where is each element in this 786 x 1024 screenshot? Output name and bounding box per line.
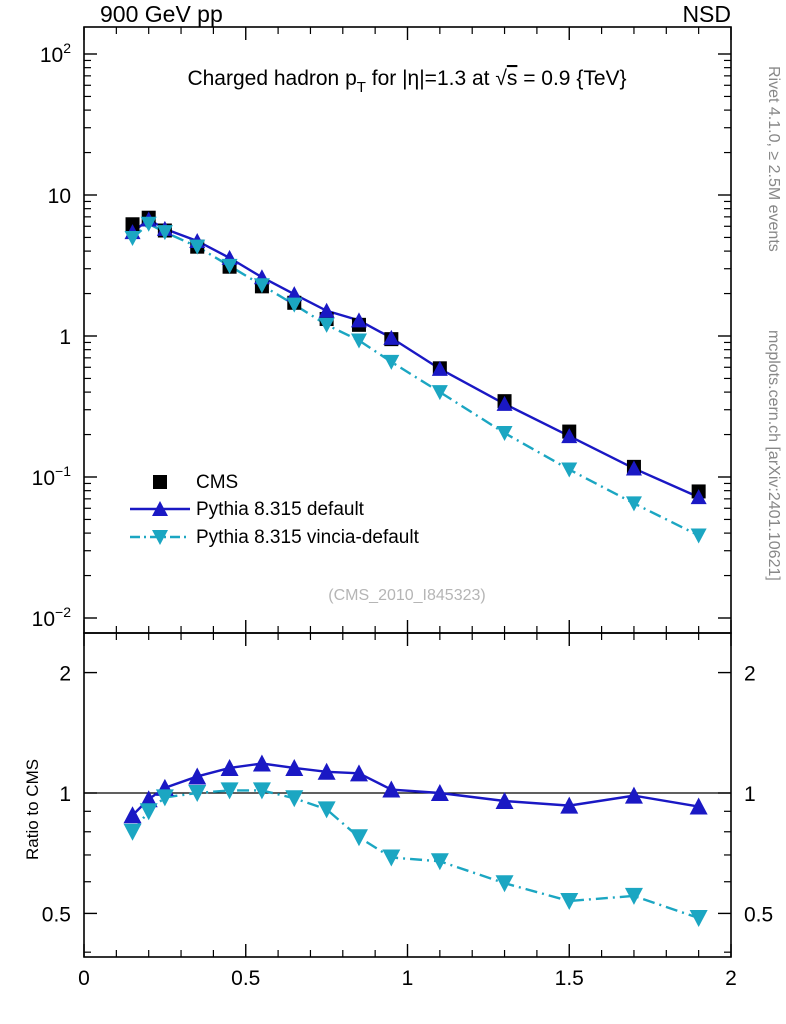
main-data-marker-mc [221, 258, 238, 274]
ratio-data-marker [252, 754, 271, 772]
main-data-marker-mc [318, 317, 335, 333]
main-y-tick-label: 10−1 [32, 463, 72, 490]
main-data-marker-mc [140, 216, 157, 232]
main-data-marker-mc [253, 278, 270, 294]
x-tick-label: 0 [78, 967, 90, 990]
ratio-data-marker [382, 780, 401, 798]
ratio-data-marker [430, 853, 449, 871]
ratio-data-marker [220, 782, 239, 800]
ratio-data-marker [382, 849, 401, 867]
main-data-marker-mc [286, 297, 303, 313]
legend-marker-triangle-down [152, 530, 168, 545]
ratio-data-marker [317, 801, 336, 819]
ratio-data-marker [252, 782, 271, 800]
main-data-marker-mc [318, 302, 335, 318]
legend: CMS Pythia 8.315 default Pythia 8.315 vinc… [130, 472, 420, 548]
ratio-data-marker [188, 785, 207, 802]
ratio-data-marker [188, 767, 207, 785]
ratio-data-marker [495, 875, 514, 893]
rivet-version-sidetext: Rivet 4.1.0, ≥ 2.5M events [765, 66, 782, 252]
ratio-series-line [131, 762, 699, 817]
main-data-marker-mc [189, 239, 206, 255]
x-tick-label: 2 [725, 967, 737, 990]
main-data-marker-mc [690, 528, 707, 544]
legend-item-label: Pythia 8.315 default [196, 499, 365, 520]
ratio-series-line [131, 789, 700, 920]
main-data-marker-mc [561, 428, 578, 444]
ratio-data-marker [624, 786, 643, 804]
ratio-data-marker [155, 789, 174, 807]
ratio-y-tick-label-left: 2 [59, 663, 71, 686]
mcplots-reference-sidetext: mcplots.cern.ch [arXiv:2401.10621] [765, 330, 782, 581]
main-data-marker-mc [690, 489, 707, 505]
ratio-y-tick-label-left: 1 [59, 783, 71, 806]
main-data-marker-mc [383, 354, 400, 370]
main-data-marker-mc [561, 462, 578, 478]
header-process-label: NSD [682, 1, 731, 27]
ratio-data-marker [285, 790, 304, 808]
main-data-marker-mc [625, 496, 642, 512]
svg-text:Charged hadron pT for |η|=1.3: Charged hadron pT for |η|=1.3 at √s = 0.… [187, 67, 626, 96]
legend-marker-triangle-up [152, 501, 168, 516]
ratio-data-marker [317, 762, 336, 780]
ratio-data-marker [220, 758, 239, 776]
ratio-y-tick-label-right: 0.5 [744, 903, 773, 926]
ratio-y-tick-label-left: 0.5 [42, 903, 71, 926]
ratio-data-marker [139, 803, 158, 821]
main-y-tick-label: 10−2 [32, 604, 72, 631]
plot-title: Charged hadron pT for |η|=1.3 at √s = 0.… [187, 67, 626, 96]
ratio-data-marker [285, 758, 304, 776]
main-data-marker-mc [156, 225, 173, 241]
main-data-marker-mc [350, 333, 367, 349]
ratio-axis-title: Ratio to CMS [23, 759, 42, 860]
x-tick-label: 1.5 [555, 967, 584, 990]
legend-item-label: Pythia 8.315 vincia-default [196, 527, 420, 548]
ratio-data-marker [349, 764, 368, 782]
main-data-marker-mc [625, 460, 642, 476]
ratio-data-marker [560, 893, 579, 911]
main-data-marker-mc [496, 426, 513, 442]
dataset-watermark: (CMS_2010_I845323) [328, 587, 485, 604]
main-data-marker-mc [350, 312, 367, 328]
main-data-marker-mc [431, 360, 448, 376]
x-tick-label: 1 [402, 967, 414, 990]
ratio-data-marker [689, 797, 708, 815]
ratio-data-marker [139, 790, 158, 808]
main-data-marker-mc [383, 329, 400, 345]
ratio-data-marker [123, 823, 142, 841]
header-beam-label: 900 GeV pp [100, 1, 223, 27]
ratio-y-tick-label-right: 2 [744, 663, 756, 686]
main-y-tick-label: 10 [48, 185, 71, 208]
main-data-marker-mc [124, 231, 141, 247]
main-y-tick-label: 1 [59, 326, 71, 349]
x-tick-label: 0.5 [231, 967, 260, 990]
main-data-marker-mc [431, 385, 448, 401]
main-panel: 102 10 1 10−1 10−2 [32, 26, 732, 634]
ratio-data-marker [560, 796, 579, 814]
ratio-data-marker [689, 909, 708, 927]
ratio-panel: 0.5 0.5 1 1 2 2 0 0.5 1 1.5 2 [42, 632, 773, 990]
main-series-line [131, 218, 700, 499]
ratio-data-marker [430, 784, 449, 801]
legend-item-label: CMS [196, 472, 238, 493]
main-y-tick-label: 102 [40, 40, 71, 67]
main-data-marker-mc [286, 286, 303, 302]
ratio-data-marker [495, 791, 514, 809]
ratio-y-tick-label-right: 1 [744, 783, 756, 806]
ratio-data-marker [349, 829, 368, 847]
ratio-data-marker [123, 806, 142, 824]
main-data-marker-mc [496, 395, 513, 411]
legend-marker-square [153, 475, 167, 489]
ratio-data-marker [624, 887, 643, 905]
